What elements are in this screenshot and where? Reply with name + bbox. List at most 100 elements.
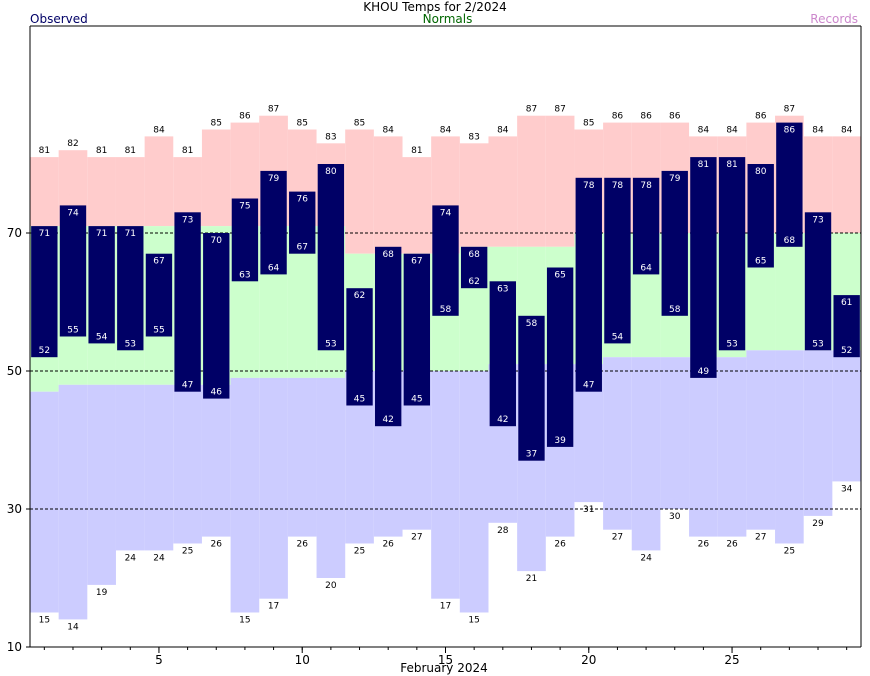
observed-low-label-9: 64 xyxy=(268,263,280,273)
normal-range-band-27 xyxy=(775,233,804,351)
observed-low-label-29: 52 xyxy=(841,346,852,356)
observed-high-label-18: 58 xyxy=(526,319,538,329)
record-high-label-23: 86 xyxy=(669,112,681,122)
record-low-label-13: 26 xyxy=(382,540,394,550)
observed-bar-17 xyxy=(489,281,516,427)
record-low-label-11: 20 xyxy=(325,581,337,591)
record-high-band-3 xyxy=(87,157,116,227)
observed-high-label-14: 67 xyxy=(411,257,422,267)
y-tick-label-10: 10 xyxy=(7,640,22,654)
record-high-band-4 xyxy=(115,157,145,227)
record-high-label-17: 84 xyxy=(497,125,509,135)
record-low-label-5: 24 xyxy=(153,553,165,563)
observed-low-label-17: 42 xyxy=(497,415,508,425)
observed-high-label-8: 75 xyxy=(239,202,250,212)
observed-low-label-7: 46 xyxy=(211,388,223,398)
observed-low-label-22: 64 xyxy=(640,263,652,273)
record-high-label-26: 86 xyxy=(755,112,767,122)
observed-bar-11 xyxy=(317,164,345,351)
record-low-label-2: 14 xyxy=(67,622,79,632)
record-low-label-3: 19 xyxy=(96,588,108,598)
observed-low-label-5: 55 xyxy=(153,326,164,336)
observed-high-label-12: 62 xyxy=(354,291,365,301)
record-low-label-23: 30 xyxy=(669,512,681,522)
record-low-label-21: 27 xyxy=(612,533,623,543)
record-low-label-16: 15 xyxy=(468,616,479,626)
record-high-label-16: 83 xyxy=(468,132,479,142)
record-high-label-5: 84 xyxy=(153,125,165,135)
record-high-label-25: 84 xyxy=(726,125,738,135)
record-high-label-19: 87 xyxy=(554,105,565,115)
record-high-label-2: 82 xyxy=(67,139,78,149)
record-low-label-26: 27 xyxy=(755,533,766,543)
observed-low-label-12: 45 xyxy=(354,395,365,405)
record-low-band-21 xyxy=(603,357,632,530)
record-low-band-3 xyxy=(87,384,116,585)
record-high-label-15: 84 xyxy=(440,125,452,135)
observed-low-label-18: 37 xyxy=(526,450,537,460)
record-low-label-9: 17 xyxy=(268,602,279,612)
record-high-band-18 xyxy=(517,115,546,247)
record-high-label-28: 84 xyxy=(812,125,824,135)
observed-high-label-19: 65 xyxy=(554,271,565,281)
record-low-band-24 xyxy=(689,357,718,537)
record-low-label-7: 26 xyxy=(211,540,223,550)
x-tick-label-10: 10 xyxy=(295,653,310,667)
record-low-band-1 xyxy=(30,391,59,613)
record-low-label-29: 34 xyxy=(841,484,853,494)
record-high-band-7 xyxy=(201,129,231,227)
record-high-label-11: 83 xyxy=(325,132,336,142)
record-high-band-5 xyxy=(144,136,174,227)
value-labels: 81 15 71 52 82 14 74 55 81 19 71 54 81 24 71 53 84 24 67 55… xyxy=(39,105,853,633)
record-low-label-20: 31 xyxy=(583,505,594,515)
record-low-label-1: 15 xyxy=(39,616,50,626)
observed-bar-27 xyxy=(776,122,803,247)
record-low-label-28: 29 xyxy=(812,519,824,529)
record-low-band-26 xyxy=(746,350,776,530)
x-tick-label-20: 20 xyxy=(581,653,596,667)
observed-low-label-1: 52 xyxy=(39,346,50,356)
observed-high-label-20: 78 xyxy=(583,181,595,191)
y-tick-label-50: 50 xyxy=(7,364,22,378)
observed-low-label-14: 45 xyxy=(411,395,422,405)
observed-high-label-2: 74 xyxy=(67,208,79,218)
observed-low-label-21: 54 xyxy=(612,332,624,342)
record-low-label-8: 15 xyxy=(239,616,250,626)
observed-low-label-25: 53 xyxy=(726,339,737,349)
observed-high-label-16: 68 xyxy=(468,250,480,260)
observed-bar-14 xyxy=(403,253,431,406)
observed-bar-22 xyxy=(632,177,660,275)
record-low-label-14: 27 xyxy=(411,533,422,543)
observed-low-label-23: 58 xyxy=(669,305,681,315)
observed-high-label-21: 78 xyxy=(612,181,624,191)
record-low-band-27 xyxy=(775,350,804,544)
observed-high-label-3: 71 xyxy=(96,229,107,239)
record-high-label-20: 85 xyxy=(583,119,594,129)
record-high-band-1 xyxy=(30,157,59,227)
record-high-label-4: 81 xyxy=(125,146,136,156)
record-high-label-1: 81 xyxy=(39,146,50,156)
record-high-label-14: 81 xyxy=(411,146,422,156)
observed-bar-26 xyxy=(747,164,774,268)
chart-title: KHOU Temps for 2/2024 xyxy=(363,0,507,14)
observed-bar-8 xyxy=(231,198,259,282)
observed-bar-28 xyxy=(804,212,832,351)
observed-high-label-26: 80 xyxy=(755,167,767,177)
observed-high-label-9: 79 xyxy=(268,174,280,184)
legend-observed: Observed xyxy=(30,12,88,26)
observed-bar-1 xyxy=(31,226,58,358)
legend-records: Records xyxy=(810,12,858,26)
observed-low-label-8: 63 xyxy=(239,270,250,280)
record-high-label-9: 87 xyxy=(268,105,279,115)
record-low-label-17: 28 xyxy=(497,526,509,536)
record-high-label-22: 86 xyxy=(640,112,652,122)
observed-low-label-10: 67 xyxy=(296,243,307,253)
observed-low-label-27: 68 xyxy=(784,236,796,246)
observed-bar-4 xyxy=(117,226,144,351)
record-low-band-22 xyxy=(631,357,661,551)
observed-low-label-13: 42 xyxy=(382,415,393,425)
record-low-band-23 xyxy=(660,357,690,509)
observed-low-label-6: 47 xyxy=(182,381,193,391)
axes: 10 30 50 70 5 10 15 20 25 xyxy=(7,25,862,667)
observed-bar-5 xyxy=(145,253,173,337)
